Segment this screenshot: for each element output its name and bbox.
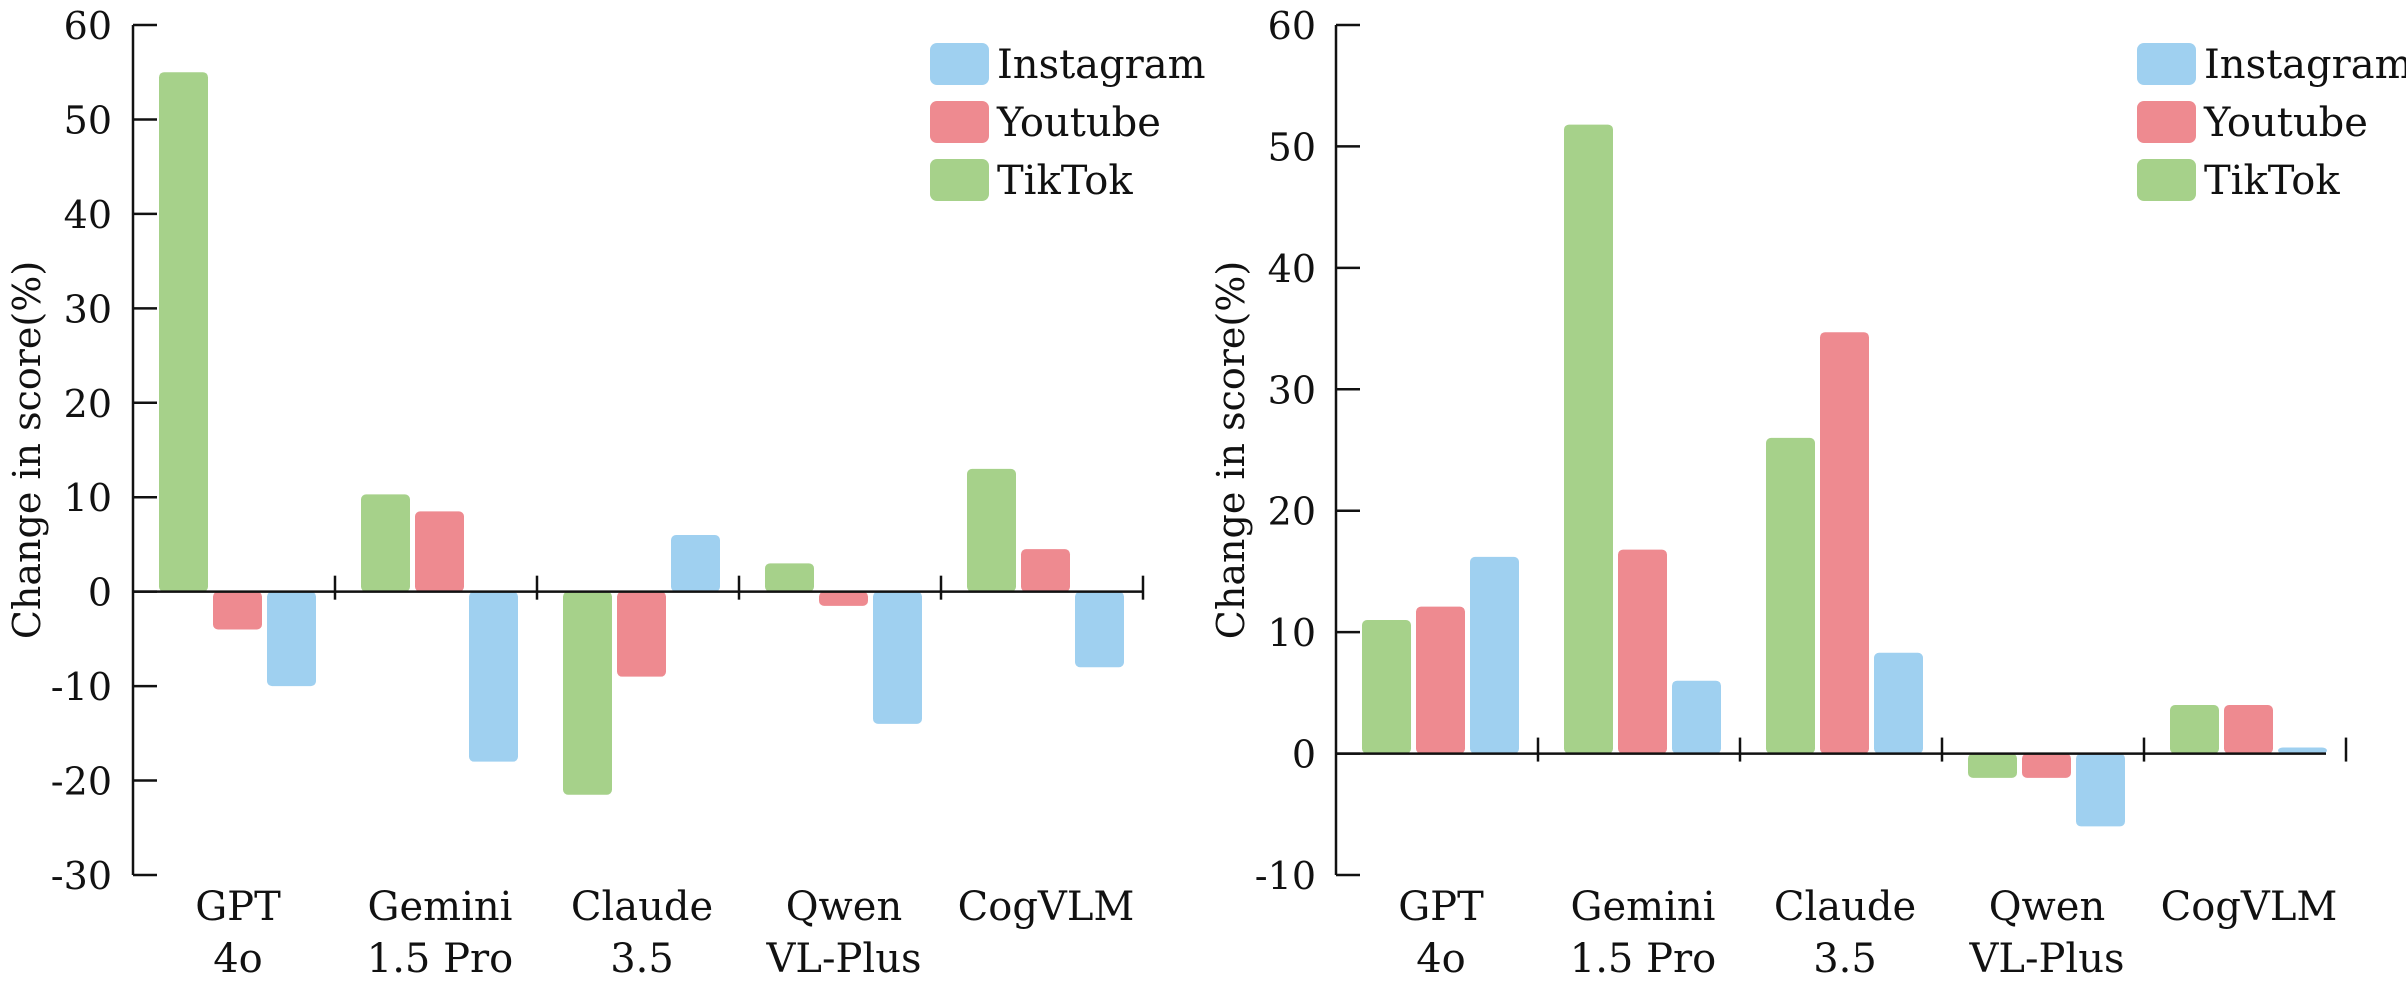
- bar-youtube: [617, 591, 666, 677]
- bar-tiktok: [563, 591, 612, 795]
- bar-tiktok: [1766, 437, 1815, 754]
- x-category-label: VL-Plus: [766, 936, 922, 982]
- bar-youtube: [2224, 705, 2273, 754]
- x-category-label: Gemini: [1571, 884, 1716, 930]
- legend-swatch-instagram: [2137, 43, 2196, 85]
- y-axis-label: Change in score(%): [1209, 261, 1253, 639]
- y-axis-label: Change in score(%): [5, 261, 49, 639]
- bar-tiktok: [2170, 705, 2219, 754]
- y-tick-label: -10: [1255, 854, 1316, 898]
- legend-swatch-youtube: [930, 101, 989, 143]
- x-category-label: 4o: [1416, 936, 1466, 982]
- y-tick-label: 20: [1268, 490, 1316, 534]
- bar-instagram: [1470, 556, 1519, 754]
- bar-youtube: [213, 591, 262, 630]
- legend-label-tiktok: TikTok: [2204, 158, 2340, 204]
- bar-instagram: [2076, 753, 2125, 827]
- bar-tiktok: [1968, 753, 2017, 778]
- y-tick-label: 40: [64, 193, 112, 237]
- x-category-label: VL-Plus: [1969, 936, 2125, 982]
- y-tick-label: 50: [64, 98, 112, 142]
- bar-tiktok: [1362, 620, 1411, 754]
- x-category-label: 3.5: [610, 936, 674, 982]
- bar-instagram: [2278, 747, 2327, 754]
- bar-tiktok: [159, 72, 208, 592]
- y-tick-label: 10: [1268, 611, 1316, 655]
- legend-label-tiktok: TikTok: [997, 158, 1133, 204]
- bar-youtube: [1820, 332, 1869, 754]
- bar-youtube: [1416, 606, 1465, 754]
- x-category-label: GPT: [195, 884, 281, 930]
- y-tick-label: -30: [51, 854, 112, 898]
- x-category-label: Claude: [571, 884, 713, 930]
- legend-label-instagram: Instagram: [997, 42, 1206, 88]
- bar-tiktok: [361, 494, 410, 592]
- chart-panel-right: -10 0 10 20 30 40 50 60 Change in score(%) GPT 4o G…: [1209, 4, 2406, 982]
- bar-tiktok: [967, 468, 1016, 592]
- bar-tiktok: [765, 563, 814, 592]
- bar-instagram: [873, 591, 922, 724]
- bar-youtube: [819, 591, 868, 606]
- bar-instagram: [1672, 680, 1721, 754]
- y-tick-label: 60: [1268, 4, 1316, 48]
- y-tick-label: 0: [88, 571, 112, 615]
- bar-instagram: [469, 591, 518, 762]
- bar-instagram: [1075, 591, 1124, 668]
- chart-panel-left: -30 -20 -10 0 10 20 30 40 50 60 Change in score(%)…: [5, 4, 1206, 982]
- y-tick-label: 40: [1268, 247, 1316, 291]
- y-tick-label: 10: [64, 476, 112, 520]
- y-tick-label: 30: [1268, 368, 1316, 412]
- y-tick-label: 20: [64, 382, 112, 426]
- x-category-label: Qwen: [786, 884, 902, 930]
- bar-tiktok: [1564, 124, 1613, 754]
- x-category-label: Gemini: [368, 884, 513, 930]
- bar-youtube: [1021, 549, 1070, 592]
- bar-youtube: [415, 511, 464, 592]
- legend-label-youtube: Youtube: [996, 100, 1161, 146]
- bar-youtube: [1618, 549, 1667, 754]
- legend-swatch-tiktok: [930, 159, 989, 201]
- y-tick-label: 50: [1268, 125, 1316, 169]
- x-category-label: 1.5 Pro: [1570, 936, 1716, 982]
- x-category-label: 3.5: [1813, 936, 1877, 982]
- y-tick-label: 30: [64, 287, 112, 331]
- bar-youtube: [2022, 753, 2071, 778]
- x-category-label: 4o: [213, 936, 263, 982]
- x-category-label: Claude: [1774, 884, 1916, 930]
- bar-instagram: [267, 591, 316, 687]
- x-category-label: CogVLM: [958, 884, 1135, 930]
- x-category-label: GPT: [1398, 884, 1484, 930]
- bar-instagram: [671, 535, 720, 592]
- x-category-label: Qwen: [1989, 884, 2105, 930]
- legend-swatch-instagram: [930, 43, 989, 85]
- legend-swatch-tiktok: [2137, 159, 2196, 201]
- y-tick-label: 0: [1292, 733, 1316, 777]
- legend-swatch-youtube: [2137, 101, 2196, 143]
- legend-label-instagram: Instagram: [2204, 42, 2406, 88]
- y-tick-label: -10: [51, 665, 112, 709]
- x-category-label: CogVLM: [2161, 884, 2338, 930]
- legend-label-youtube: Youtube: [2203, 100, 2368, 146]
- x-category-label: 1.5 Pro: [367, 936, 513, 982]
- y-tick-label: 60: [64, 4, 112, 48]
- bar-instagram: [1874, 652, 1923, 754]
- y-tick-label: -20: [51, 760, 112, 804]
